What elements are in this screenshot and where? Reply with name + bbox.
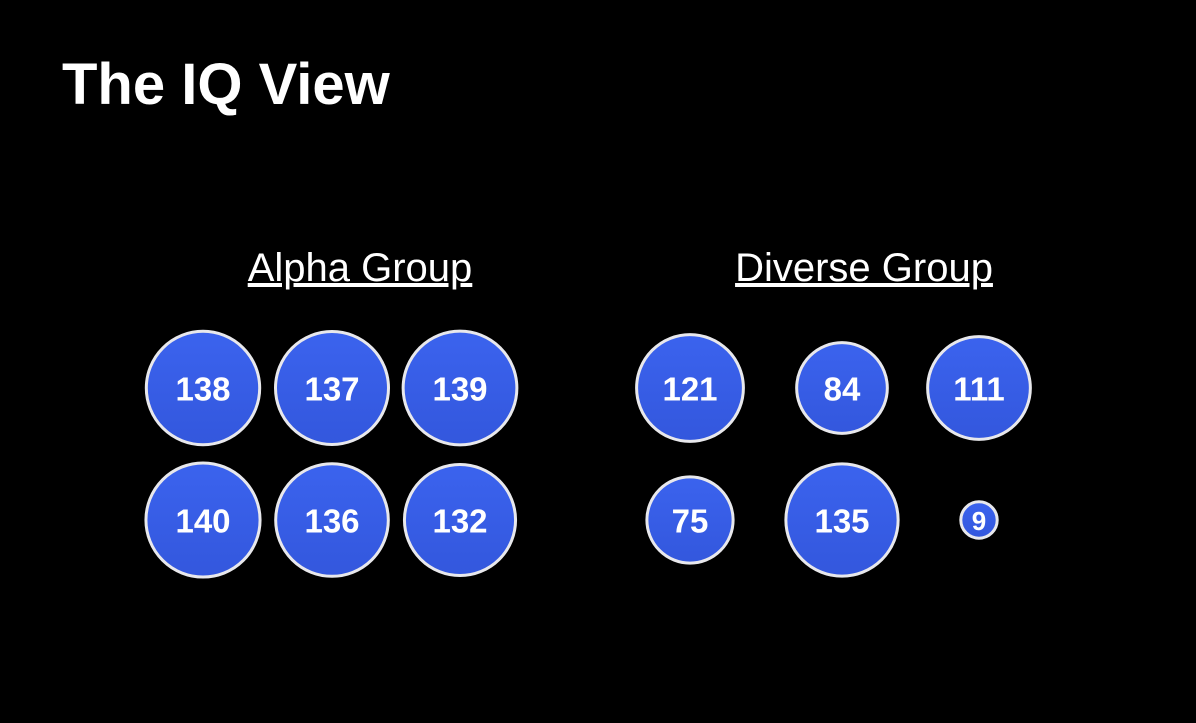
- slide-title: The IQ View: [62, 52, 391, 117]
- bubble: 135: [784, 462, 900, 578]
- bubble: 132: [402, 462, 518, 578]
- bubble-circle: [926, 335, 1032, 441]
- bubble-circle: [144, 329, 262, 447]
- bubble: 139: [401, 329, 519, 447]
- bubble-circle: [635, 333, 745, 443]
- bubble-label: 138: [175, 371, 230, 408]
- bubble-circle: [401, 329, 519, 447]
- bubble-label: 139: [432, 371, 487, 408]
- bubble: 138: [144, 329, 262, 447]
- bubble-label: 121: [662, 371, 717, 408]
- bubble: 84: [795, 341, 889, 435]
- bubble: 9: [959, 500, 999, 540]
- bubble: 75: [645, 475, 735, 565]
- bubble-circle: [402, 462, 518, 578]
- bubble-label: 9: [972, 506, 986, 536]
- group-name: Alpha Group: [248, 246, 473, 290]
- bubble-circle: [645, 475, 735, 565]
- bubble-circle: [784, 462, 900, 578]
- bubble-label: 136: [304, 503, 359, 540]
- bubble-label: 135: [814, 503, 869, 540]
- bubble: 140: [144, 461, 262, 579]
- bubble-circle: [795, 341, 889, 435]
- bubble-circle: [273, 329, 391, 447]
- bubble: 137: [273, 329, 391, 447]
- bubble-label: 132: [432, 503, 487, 540]
- bubble-label: 75: [672, 503, 709, 540]
- bubble-label: 140: [175, 503, 230, 540]
- bubble: 111: [926, 335, 1032, 441]
- bubble-label: 137: [304, 371, 359, 408]
- bubble: 136: [274, 462, 390, 578]
- group: Diverse Group 121 84 111 75 135 9: [635, 246, 1032, 578]
- bubble-label: 111: [953, 371, 1004, 408]
- group: Alpha Group 138 137 139 140 136 132: [144, 246, 519, 579]
- bubble: 121: [635, 333, 745, 443]
- bubble-circle: [144, 461, 262, 579]
- bubble-label: 84: [824, 371, 861, 408]
- bubble-circle: [959, 500, 999, 540]
- bubble-circle: [274, 462, 390, 578]
- group-name: Diverse Group: [735, 246, 993, 290]
